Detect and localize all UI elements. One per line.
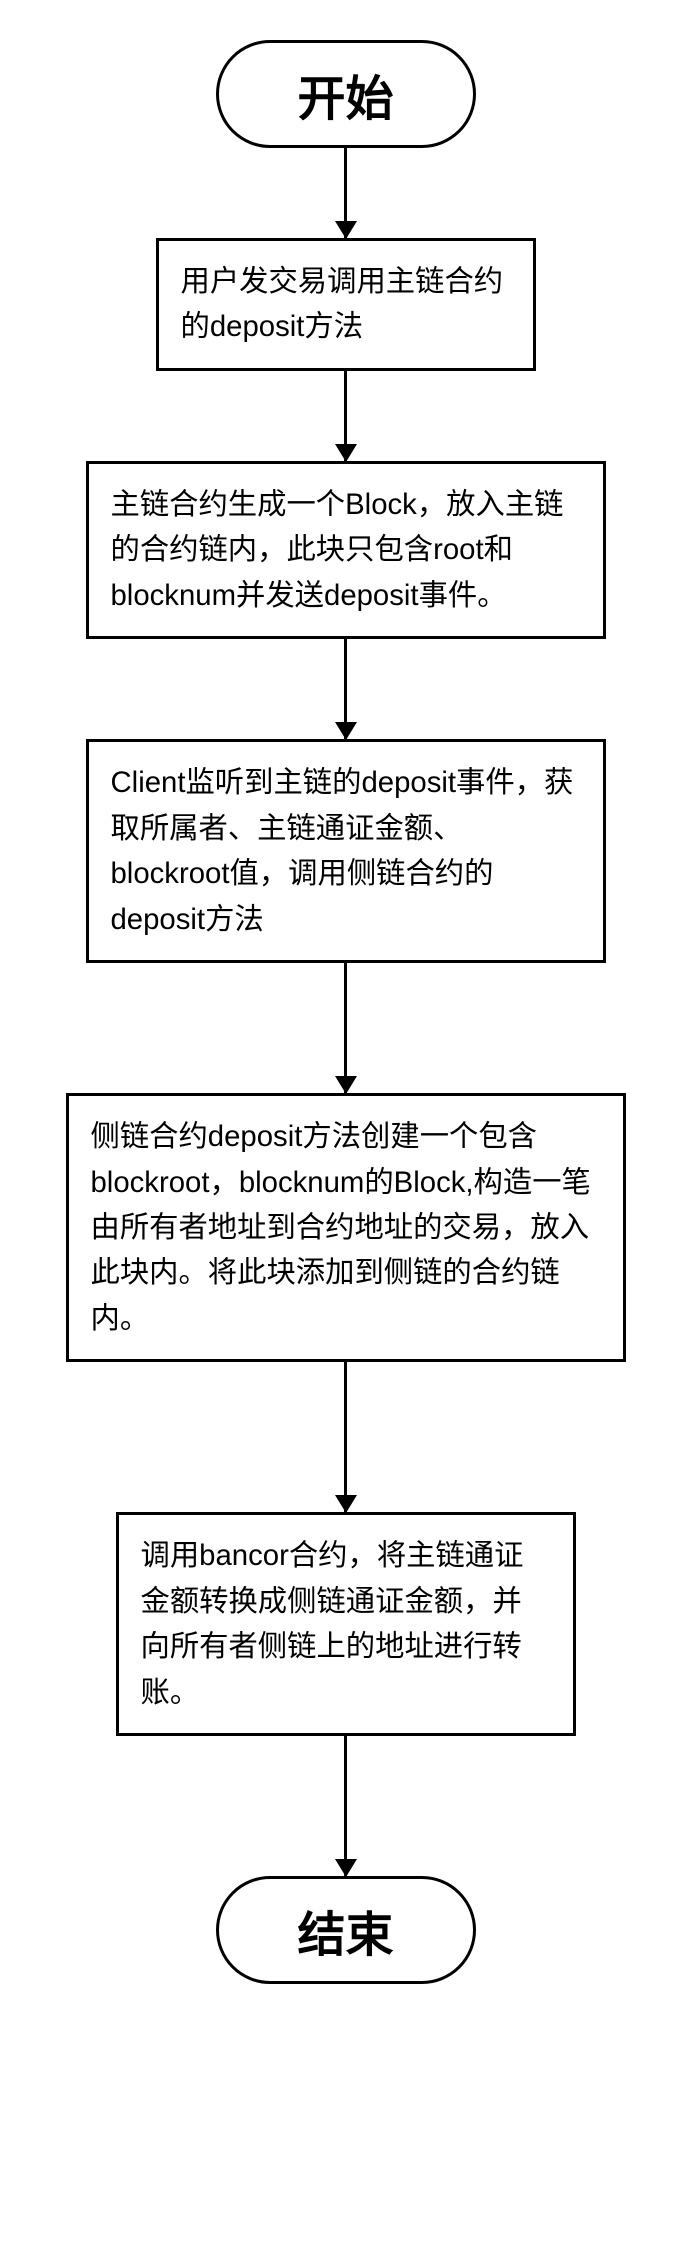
flow-node-start: 开始 — [216, 40, 476, 148]
flow-arrow-step4-step5 — [344, 1362, 347, 1512]
flow-node-step1: 用户发交易调用主链合约的deposit方法 — [156, 238, 536, 371]
flow-node-end: 结束 — [216, 1876, 476, 1984]
flow-arrow-step1-step2 — [344, 371, 347, 461]
flow-arrow-step5-end — [344, 1736, 347, 1876]
flow-node-step3: Client监听到主链的deposit事件，获取所属者、主链通证金额、block… — [86, 739, 606, 963]
flow-arrow-start-step1 — [344, 148, 347, 238]
flowchart: 开始用户发交易调用主链合约的deposit方法主链合约生成一个Block，放入主… — [60, 40, 631, 1984]
flow-node-step2: 主链合约生成一个Block，放入主链的合约链内，此块只包含root和blockn… — [86, 461, 606, 639]
flow-arrow-step3-step4 — [344, 963, 347, 1093]
flow-node-step4: 侧链合约deposit方法创建一个包含blockroot，blocknum的Bl… — [66, 1093, 626, 1362]
flow-node-step5: 调用bancor合约，将主链通证金额转换成侧链通证金额，并向所有者侧链上的地址进… — [116, 1512, 576, 1736]
flow-arrow-step2-step3 — [344, 639, 347, 739]
